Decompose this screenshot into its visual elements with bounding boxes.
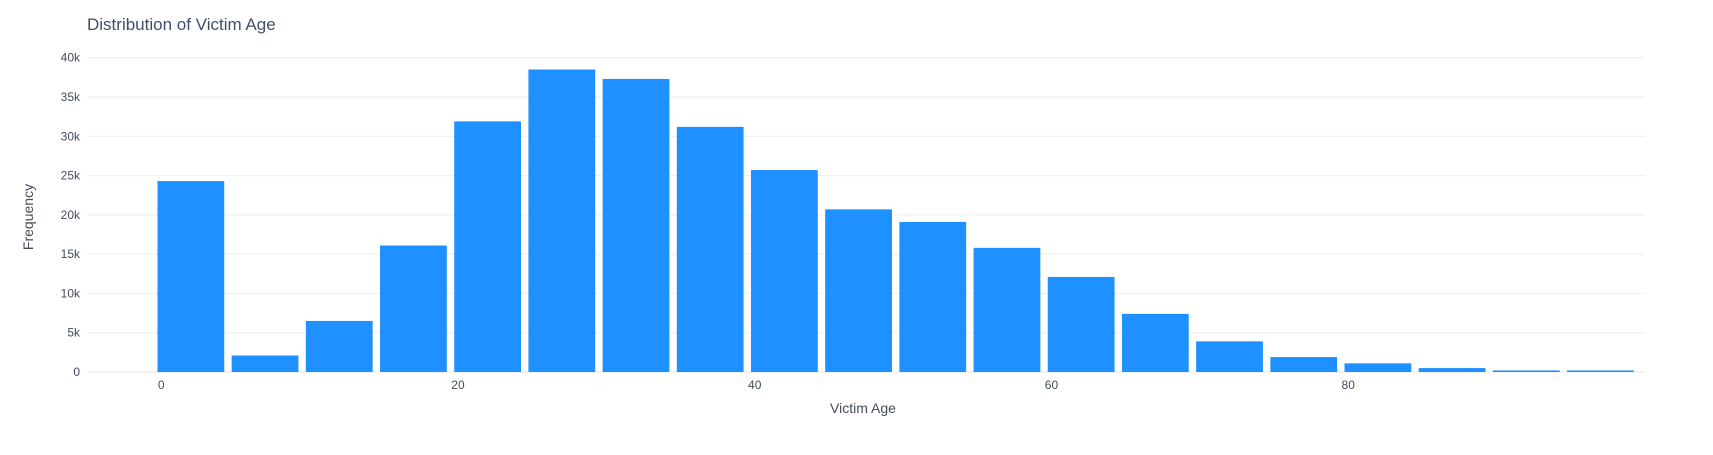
histogram-bar[interactable]: [751, 170, 818, 372]
x-tick-label: 80: [1342, 378, 1356, 392]
chart-title: Distribution of Victim Age: [87, 15, 276, 34]
y-tick-label: 30k: [61, 129, 81, 143]
x-tick-label: 20: [451, 378, 465, 392]
x-axis-title: Victim Age: [830, 400, 896, 416]
histogram-bar[interactable]: [1121, 313, 1189, 372]
histogram-bar[interactable]: [1047, 276, 1115, 372]
histogram-bar[interactable]: [380, 245, 447, 373]
histogram-bar[interactable]: [231, 355, 299, 373]
y-tick-label: 0: [73, 365, 80, 379]
histogram-bar[interactable]: [1418, 368, 1486, 372]
histogram-bar[interactable]: [454, 121, 522, 372]
histogram-bar[interactable]: [1270, 357, 1338, 372]
x-tick-label: 0: [158, 378, 165, 392]
bars: [157, 69, 1634, 373]
y-tick-label: 35k: [61, 90, 81, 104]
x-tick-label: 60: [1045, 378, 1059, 392]
histogram-bar[interactable]: [973, 247, 1041, 372]
histogram-bar[interactable]: [899, 221, 967, 372]
y-tick-label: 15k: [61, 247, 81, 261]
y-axis-title: Frequency: [20, 184, 36, 250]
histogram-bar[interactable]: [157, 181, 225, 372]
histogram-bar[interactable]: [1344, 363, 1412, 372]
y-tick-label: 10k: [61, 286, 81, 300]
axes: 0 5k 10k 15k 20k 25k 30k 35k 40k 0 20 40 60 80: [61, 51, 1356, 392]
y-tick-label: 20k: [61, 208, 81, 222]
histogram-bar[interactable]: [305, 320, 373, 372]
histogram-bar[interactable]: [602, 78, 670, 373]
y-tick-label: 25k: [61, 169, 81, 183]
y-tick-label: 40k: [61, 51, 81, 65]
histogram-bar[interactable]: [825, 209, 892, 372]
histogram-bar[interactable]: [528, 69, 596, 373]
x-tick-label: 40: [748, 378, 762, 392]
histogram-bar[interactable]: [1567, 370, 1634, 372]
histogram-bar[interactable]: [676, 126, 744, 372]
histogram-bar[interactable]: [1196, 341, 1263, 372]
y-tick-label: 5k: [67, 326, 81, 340]
histogram-bar[interactable]: [1492, 370, 1560, 372]
